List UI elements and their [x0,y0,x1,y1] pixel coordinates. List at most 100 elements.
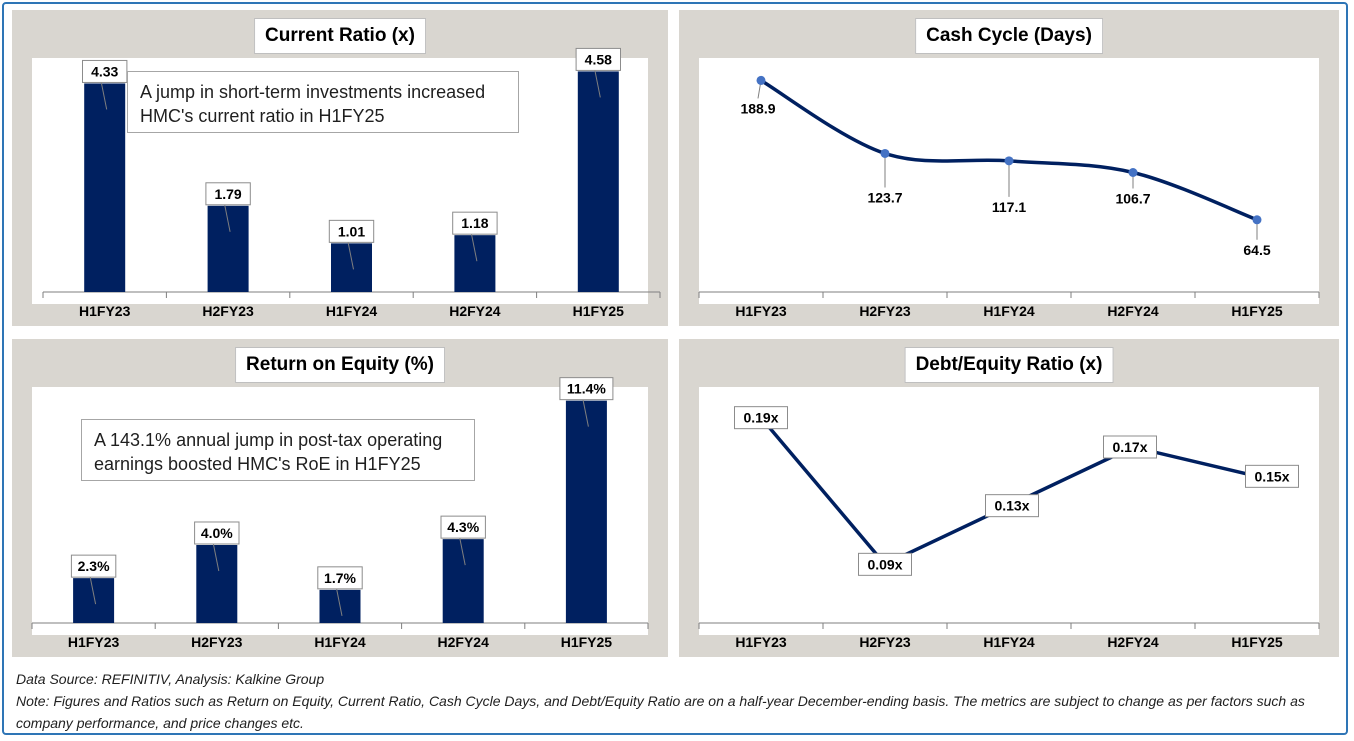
annotation-box: A jump in short-term investments increas… [127,71,519,133]
bar [577,71,619,292]
data-label: 64.5 [1243,242,1270,258]
x-tick-label: H1FY24 [983,634,1035,650]
x-tick-label: H1FY24 [983,303,1035,319]
bar [73,578,115,623]
data-point [1252,215,1262,225]
x-tick-label: H1FY25 [573,303,625,319]
chart-title: Cash Cycle (Days) [915,18,1103,54]
data-label: 1.7% [317,566,363,590]
x-tick-label: H1FY24 [326,303,378,319]
roe-chart: H1FY23 H2FY23 H1FY24 H2FY24 H1FY25 2.3% 4.0% 1.… [31,377,649,650]
x-tick-label: H2FY23 [859,634,911,650]
current-ratio-panel: H1FY23 H2FY23 H1FY24 H2FY24 H1FY25 4.33 1.79 1.… [12,10,668,326]
data-label-box [440,515,486,539]
label-leader [470,231,478,262]
x-tick-label: H1FY25 [561,634,613,650]
data-label-box [70,554,117,578]
chart-title: Return on Equity (%) [235,347,445,383]
x-tick-label: H1FY25 [1231,303,1283,319]
x-tick-label: H1FY24 [314,634,366,650]
data-label-box [194,521,240,545]
x-tick-label: H2FY23 [191,634,243,650]
label-leader [335,585,343,616]
data-label: 4.33 [82,59,128,83]
current-ratio-chart: H1FY23 H2FY23 H1FY24 H2FY24 H1FY25 4.33 1.79 1.… [42,47,661,319]
annotation-line: A jump in short-term investments increas… [140,82,486,102]
x-tick-label: H2FY24 [449,303,501,319]
x-tick-label: H1FY25 [1231,634,1283,650]
data-label: 0.15x [1245,464,1299,488]
data-label-text: 0.15x [1254,468,1289,484]
data-label: 0.09x [858,552,912,576]
data-label: 4.58 [575,47,621,71]
annotation-line: A 143.1% annual jump in post-tax operati… [94,430,443,450]
data-source-text: Data Source: REFINITIV, Analysis: Kalkin… [16,671,325,687]
data-label-box [985,494,1039,518]
data-label-box [575,47,621,71]
data-label: 117.1 [992,199,1026,215]
bar [84,83,126,292]
data-label: 1.01 [328,219,375,243]
annotation-line: HMC's current ratio in H1FY25 [140,106,385,126]
data-label-box [205,182,251,206]
x-tick-label: H2FY23 [859,303,911,319]
data-label: 106.7 [1115,190,1150,206]
data-label: 4.3% [440,515,486,539]
data-label-box [1245,464,1299,488]
data-label: 1.18 [452,211,498,235]
data-label: 0.17x [1103,435,1157,459]
series-line [759,416,1258,567]
bar [331,243,372,292]
x-tick-label: H1FY23 [735,634,787,650]
data-label: 11.4% [559,377,614,401]
debt-equity-chart: H1FY23 H2FY23 H1FY24 H2FY24 H1FY25 0.19x 0.09x… [698,406,1320,650]
data-point [880,148,890,158]
data-point [1128,167,1138,177]
chart-title: Debt/Equity Ratio (x) [904,347,1114,383]
label-leader [100,79,108,110]
data-label-box [328,219,375,243]
data-label-box [1103,435,1157,459]
footnote-text: Note: Figures and Ratios such as Return … [16,693,1305,731]
data-label-text: 1.7% [324,570,356,586]
data-point [1004,156,1014,166]
bar [207,205,249,292]
data-label-text: 2.3% [78,558,110,574]
data-label-box [452,211,498,235]
data-label-text: 4.33 [91,63,118,79]
data-label: 0.13x [985,494,1039,518]
data-label-text: 4.58 [585,51,612,67]
annotation-box: A 143.1% annual jump in post-tax operati… [81,419,475,481]
annotation-line: earnings boosted HMC's RoE in H1FY25 [94,454,421,474]
x-tick-label: H1FY23 [79,303,131,319]
label-leader [223,201,231,232]
x-tick-label: H1FY23 [68,634,120,650]
bar [196,544,238,623]
roe-panel: H1FY23 H2FY23 H1FY24 H2FY24 H1FY25 2.3% 4.0% 1.… [12,339,668,657]
data-label-box [82,59,128,83]
data-label-box [858,552,912,576]
x-tick-label: H2FY24 [1107,634,1159,650]
data-label: 4.0% [194,521,240,545]
data-label-text: 1.18 [461,215,488,231]
data-label-box [559,377,614,401]
label-leader [581,396,589,427]
data-label-text: 4.0% [201,525,233,541]
debt-equity-panel: H1FY23 H2FY23 H1FY24 H2FY24 H1FY25 0.19x 0.09x… [679,339,1339,657]
data-label-text: 11.4% [567,381,606,397]
data-label: 0.19x [734,406,788,430]
data-label-box [317,566,363,590]
x-tick-label: H2FY23 [202,303,254,319]
data-label-text: 1.01 [338,223,365,239]
x-tick-label: H2FY24 [1107,303,1159,319]
data-label-text: 4.3% [447,519,479,535]
data-label: 2.3% [70,554,117,578]
data-label-box [734,406,788,430]
cash-cycle-panel: H1FY23 H2FY23 H1FY24 H2FY24 H1FY25 188.9 123.7… [679,10,1339,326]
label-leader [458,535,466,566]
label-leader [347,239,354,270]
bar [442,539,484,623]
data-label-text: 0.17x [1112,439,1147,455]
data-label-text: 0.13x [994,498,1029,514]
